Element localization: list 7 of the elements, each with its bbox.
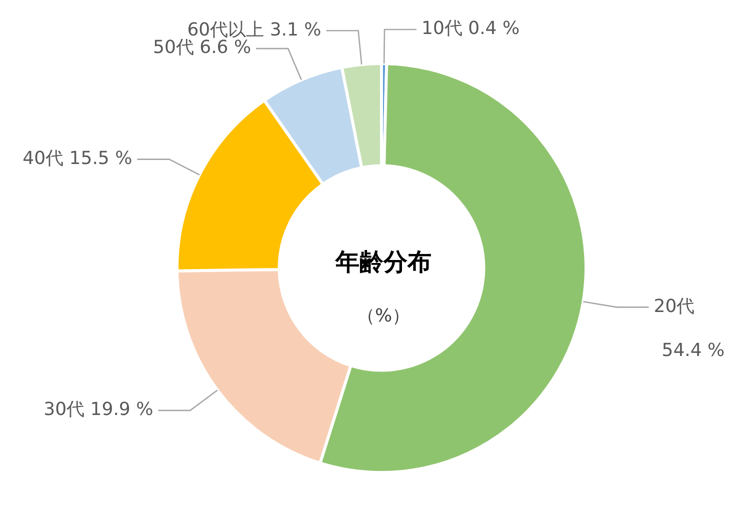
- slice-label: 20代: [654, 296, 695, 317]
- slice-label: 30代 19.9 %: [44, 399, 154, 420]
- data-label: 54.4 %: [662, 340, 725, 361]
- text: 年齢分布: [334, 248, 432, 276]
- slice-label: 10代 0.4 %: [422, 18, 520, 40]
- slice-label: 40代 15.5 %: [22, 148, 132, 169]
- text: （%）: [356, 306, 410, 327]
